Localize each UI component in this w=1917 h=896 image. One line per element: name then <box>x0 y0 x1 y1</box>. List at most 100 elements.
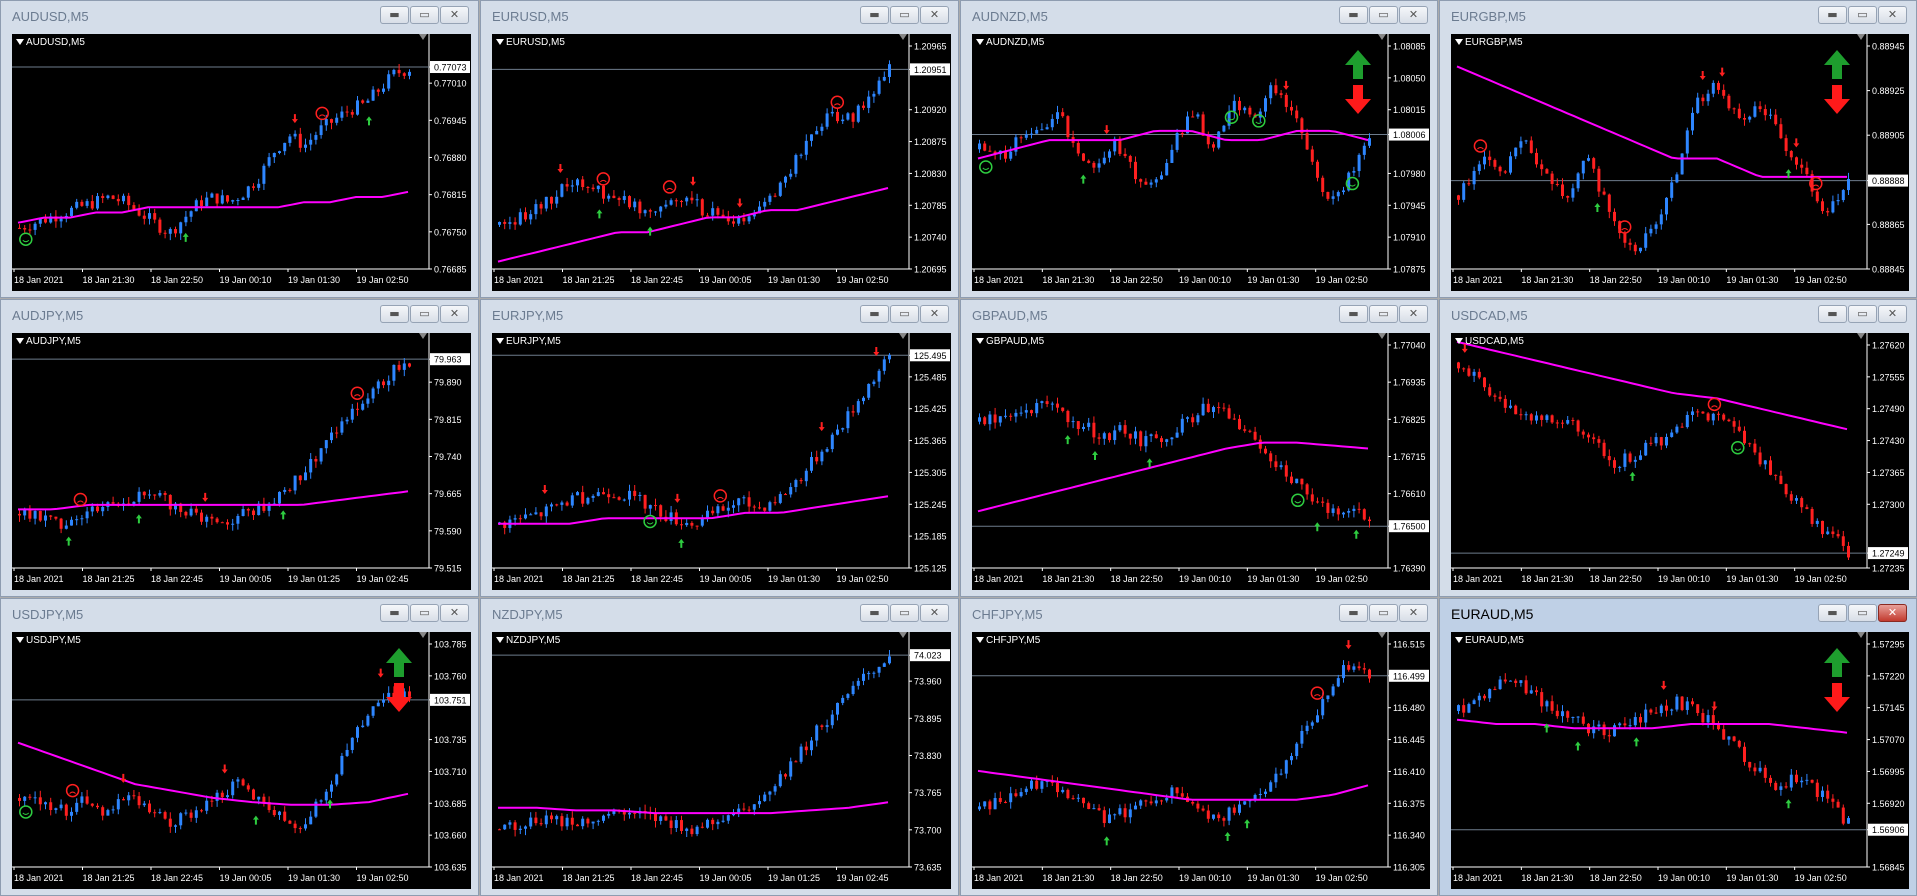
price-chart[interactable]: AUDJPY,M5 79.963 79.890 79.815 79.740 79.665 7… <box>12 333 471 590</box>
chart-menu-triangle-icon[interactable] <box>16 39 24 45</box>
window-titlebar[interactable]: EURJPY,M5 ▬ ▭ ✕ <box>481 300 958 333</box>
maximize-button[interactable]: ▭ <box>410 305 439 323</box>
chart-window-gbpaud[interactable]: GBPAUD,M5 ▬ ▭ ✕ GBPAUD,M5 1.77040 1.76935 1.768… <box>960 299 1438 597</box>
window-titlebar[interactable]: EURUSD,M5 ▬ ▭ ✕ <box>481 1 958 34</box>
chart-window-audjpy[interactable]: AUDJPY,M5 ▬ ▭ ✕ AUDJPY,M5 79.963 79.890 79.815 7… <box>0 299 479 597</box>
chart-shift-marker-icon[interactable] <box>899 333 907 339</box>
minimize-button[interactable]: ▬ <box>1818 6 1847 24</box>
minimize-button[interactable]: ▬ <box>860 305 889 323</box>
price-chart[interactable]: AUDNZD,M5 1.08085 1.08050 1.08015 1.08006 1.0… <box>972 34 1430 291</box>
close-button[interactable]: ✕ <box>1399 6 1428 24</box>
window-titlebar[interactable]: EURGBP,M5 ▬ ▭ ✕ <box>1440 1 1916 34</box>
chart-menu-triangle-icon[interactable] <box>976 637 984 643</box>
chart-menu-triangle-icon[interactable] <box>1455 39 1463 45</box>
chart-shift-marker-icon[interactable] <box>1378 34 1386 40</box>
chart-shift-marker-icon[interactable] <box>899 632 907 638</box>
price-chart[interactable]: EURUSD,M5 1.20965 1.20951 1.20920 1.20875 1.2… <box>492 34 951 291</box>
close-button[interactable]: ✕ <box>1399 305 1428 323</box>
maximize-button[interactable]: ▭ <box>890 6 919 24</box>
chart-window-euraud[interactable]: EURAUD,M5 ▬ ▭ ✕ EURAUD,M5 1.57295 1.57220 1.571… <box>1439 598 1917 896</box>
price-chart[interactable]: EURGBP,M5 0.88945 0.88925 0.88905 0.88888 0.8… <box>1451 34 1909 291</box>
window-titlebar[interactable]: CHFJPY,M5 ▬ ▭ ✕ <box>961 599 1437 632</box>
chart-window-chfjpy[interactable]: CHFJPY,M5 ▬ ▭ ✕ CHFJPY,M5 116.515 116.499 116.4… <box>960 598 1438 896</box>
maximize-button[interactable]: ▭ <box>1848 604 1877 622</box>
maximize-button[interactable]: ▭ <box>1369 604 1398 622</box>
minimize-button[interactable]: ▬ <box>380 6 409 24</box>
chart-shift-marker-icon[interactable] <box>899 34 907 40</box>
window-titlebar[interactable]: EURAUD,M5 ▬ ▭ ✕ <box>1440 599 1916 632</box>
chart-shift-marker-icon[interactable] <box>1857 632 1865 638</box>
chart-window-usdjpy[interactable]: USDJPY,M5 ▬ ▭ ✕ USDJPY,M5 103.785 103.760 103.7… <box>0 598 479 896</box>
chart-shift-marker-icon[interactable] <box>419 333 427 339</box>
close-button[interactable]: ✕ <box>1878 604 1907 622</box>
close-button[interactable]: ✕ <box>920 6 949 24</box>
window-titlebar[interactable]: GBPAUD,M5 ▬ ▭ ✕ <box>961 300 1437 333</box>
price-chart[interactable]: AUDUSD,M5 0.77073 0.77010 0.76945 0.76880 0.7… <box>12 34 471 291</box>
close-button[interactable]: ✕ <box>1878 305 1907 323</box>
minimize-button[interactable]: ▬ <box>1339 305 1368 323</box>
chart-shift-marker-icon[interactable] <box>1378 632 1386 638</box>
chart-window-usdcad[interactable]: USDCAD,M5 ▬ ▭ ✕ USDCAD,M5 1.27620 1.27555 1.274… <box>1439 299 1917 597</box>
maximize-button[interactable]: ▭ <box>890 604 919 622</box>
candle <box>804 741 808 756</box>
maximize-button[interactable]: ▭ <box>1848 305 1877 323</box>
price-chart[interactable]: EURAUD,M5 1.57295 1.57220 1.57145 1.57070 1.5… <box>1451 632 1909 889</box>
chart-menu-triangle-icon[interactable] <box>496 338 504 344</box>
close-button[interactable]: ✕ <box>440 604 469 622</box>
price-chart[interactable]: USDJPY,M5 103.785 103.760 103.751 103.735 103… <box>12 632 471 889</box>
close-button[interactable]: ✕ <box>440 305 469 323</box>
chart-menu-triangle-icon[interactable] <box>976 338 984 344</box>
minimize-button[interactable]: ▬ <box>1339 604 1368 622</box>
maximize-button[interactable]: ▭ <box>1369 6 1398 24</box>
chart-menu-triangle-icon[interactable] <box>1455 338 1463 344</box>
chart-menu-triangle-icon[interactable] <box>496 637 504 643</box>
price-chart[interactable]: GBPAUD,M5 1.77040 1.76935 1.76825 1.76715 1.7… <box>972 333 1430 590</box>
maximize-button[interactable]: ▭ <box>1369 305 1398 323</box>
minimize-button[interactable]: ▬ <box>1818 305 1847 323</box>
price-chart[interactable]: NZDJPY,M5 74.023 73.960 73.895 73.830 73.765 7… <box>492 632 951 889</box>
close-button[interactable]: ✕ <box>920 305 949 323</box>
chart-shift-marker-icon[interactable] <box>419 34 427 40</box>
chart-window-eurgbp[interactable]: EURGBP,M5 ▬ ▭ ✕ EURGBP,M5 0.88945 0.88925 0.889… <box>1439 0 1917 298</box>
chart-menu-triangle-icon[interactable] <box>16 338 24 344</box>
chart-menu-triangle-icon[interactable] <box>1455 637 1463 643</box>
minimize-button[interactable]: ▬ <box>860 6 889 24</box>
close-button[interactable]: ✕ <box>920 604 949 622</box>
close-button[interactable]: ✕ <box>1878 6 1907 24</box>
window-titlebar[interactable]: AUDUSD,M5 ▬ ▭ ✕ <box>1 1 478 34</box>
chart-menu-triangle-icon[interactable] <box>16 637 24 643</box>
price-chart[interactable]: EURJPY,M5 125.495 125.485 125.425 125.365 125… <box>492 333 951 590</box>
price-chart[interactable]: USDCAD,M5 1.27620 1.27555 1.27490 1.27430 1.2… <box>1451 333 1909 590</box>
window-titlebar[interactable]: USDCAD,M5 ▬ ▭ ✕ <box>1440 300 1916 333</box>
window-titlebar[interactable]: NZDJPY,M5 ▬ ▭ ✕ <box>481 599 958 632</box>
close-button[interactable]: ✕ <box>1399 604 1428 622</box>
chart-menu-triangle-icon[interactable] <box>496 39 504 45</box>
chart-window-audusd[interactable]: AUDUSD,M5 ▬ ▭ ✕ AUDUSD,M5 0.77073 0.77010 0.769… <box>0 0 479 298</box>
maximize-button[interactable]: ▭ <box>410 604 439 622</box>
chart-shift-marker-icon[interactable] <box>1378 333 1386 339</box>
minimize-button[interactable]: ▬ <box>1818 604 1847 622</box>
maximize-button[interactable]: ▭ <box>1848 6 1877 24</box>
chart-window-eurusd[interactable]: EURUSD,M5 ▬ ▭ ✕ EURUSD,M5 1.20965 1.20951 1.209… <box>480 0 959 298</box>
chart-shift-marker-icon[interactable] <box>1857 333 1865 339</box>
chart-window-audnzd[interactable]: AUDNZD,M5 ▬ ▭ ✕ AUDNZD,M5 1.08085 1.08050 1.080… <box>960 0 1438 298</box>
maximize-button[interactable]: ▭ <box>890 305 919 323</box>
price-tick-label: 125.245 <box>909 500 947 510</box>
candle <box>1748 115 1752 123</box>
maximize-button[interactable]: ▭ <box>410 6 439 24</box>
chart-window-nzdjpy[interactable]: NZDJPY,M5 ▬ ▭ ✕ NZDJPY,M5 74.023 73.960 73.895 7… <box>480 598 959 896</box>
chart-window-eurjpy[interactable]: EURJPY,M5 ▬ ▭ ✕ EURJPY,M5 125.495 125.485 125.4… <box>480 299 959 597</box>
chart-shift-marker-icon[interactable] <box>1857 34 1865 40</box>
minimize-button[interactable]: ▬ <box>1339 6 1368 24</box>
price-chart[interactable]: CHFJPY,M5 116.515 116.499 116.480 116.445 116… <box>972 632 1430 889</box>
window-titlebar[interactable]: AUDJPY,M5 ▬ ▭ ✕ <box>1 300 478 333</box>
minimize-button[interactable]: ▬ <box>380 604 409 622</box>
chart-shift-marker-icon[interactable] <box>419 632 427 638</box>
window-titlebar[interactable]: AUDNZD,M5 ▬ ▭ ✕ <box>961 1 1437 34</box>
close-button[interactable]: ✕ <box>440 6 469 24</box>
chart-menu-triangle-icon[interactable] <box>976 39 984 45</box>
window-titlebar[interactable]: USDJPY,M5 ▬ ▭ ✕ <box>1 599 478 632</box>
candle <box>1004 145 1007 163</box>
minimize-button[interactable]: ▬ <box>380 305 409 323</box>
minimize-button[interactable]: ▬ <box>860 604 889 622</box>
